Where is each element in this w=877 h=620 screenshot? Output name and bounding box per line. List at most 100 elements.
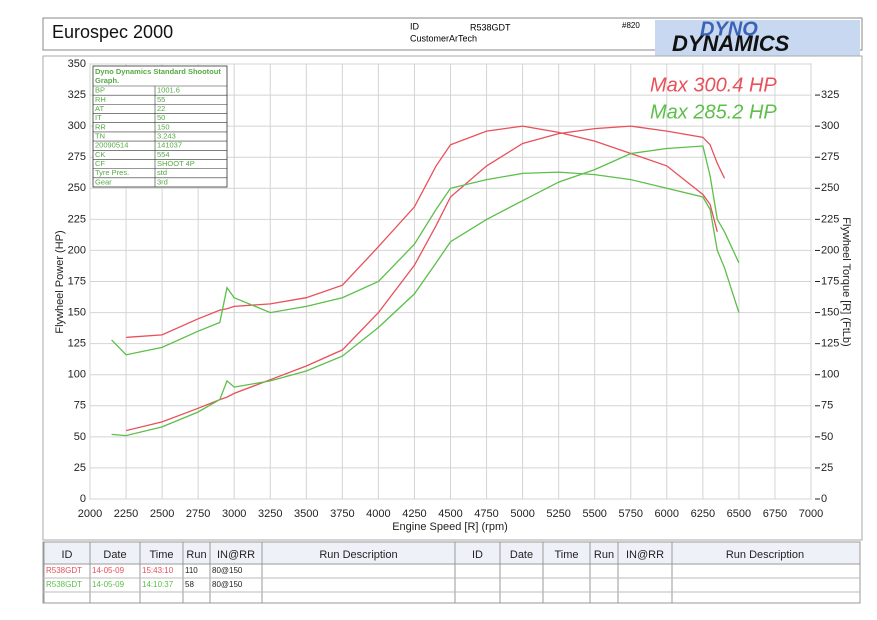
y-tick-label: 150: [68, 306, 86, 318]
x-tick-label: 2500: [150, 508, 174, 520]
logo: DYNO DYNAMICS: [655, 18, 860, 60]
sheet-number: #820: [622, 21, 640, 30]
info-cell: TN: [95, 131, 105, 140]
info-cell: std: [157, 168, 167, 177]
info-cell: 50: [157, 113, 165, 122]
x-tick-label: 7000: [799, 508, 823, 520]
annotation: Max 285.2 HP: [650, 101, 777, 123]
x-tick-label: 3750: [330, 508, 354, 520]
run-cell: 80@150: [212, 566, 243, 575]
run-cell: 80@150: [212, 580, 243, 589]
x-tick-label: 2250: [114, 508, 138, 520]
annotation: Max 300.4 HP: [650, 74, 777, 96]
y2-axis-label: Flywheel Torque [R] (FtLb): [840, 217, 852, 346]
info-cell: 141037: [157, 141, 182, 150]
info-cell: CK: [95, 150, 105, 159]
run-column-header: Run: [594, 549, 614, 561]
y2-tick-label: 275: [821, 151, 839, 163]
x-tick-label: 6750: [763, 508, 787, 520]
y-tick-label: 200: [68, 244, 86, 256]
series-line: [111, 145, 740, 437]
x-tick-label: 3250: [258, 508, 282, 520]
y2-tick-label: 325: [821, 89, 839, 101]
info-cell: CF: [95, 159, 105, 168]
y-tick-label: 50: [74, 431, 86, 443]
x-tick-label: 2000: [78, 508, 102, 520]
run-header-bg: [42, 541, 861, 565]
info-cell: BP: [95, 86, 105, 95]
run-column-header: Date: [510, 549, 533, 561]
x-tick-label: 6250: [691, 508, 715, 520]
run-column-header: IN@RR: [217, 549, 255, 561]
y2-tick-label: 100: [821, 369, 839, 381]
run-column-header: Run Description: [319, 549, 397, 561]
y-tick-label: 0: [80, 493, 86, 505]
run-cell: 15:43:10: [142, 566, 174, 575]
y2-tick-label: 200: [821, 244, 839, 256]
y-tick-label: 100: [68, 369, 86, 381]
info-cell: SHOOT 4P: [157, 159, 195, 168]
y-tick-label: 175: [68, 275, 86, 287]
y2-tick-label: 300: [821, 120, 839, 132]
y-tick-label: 300: [68, 120, 86, 132]
customer: CustomerArTech: [410, 33, 477, 43]
x-tick-label: 3500: [294, 508, 318, 520]
run-column-header: Time: [149, 549, 173, 561]
y2-tick-label: 225: [821, 213, 839, 225]
x-tick-label: 3000: [222, 508, 246, 520]
y2-tick-label: 50: [821, 431, 833, 443]
y-tick-label: 350: [68, 58, 86, 70]
id-value: R538GDT: [470, 22, 511, 32]
sheet-title: Eurospec 2000: [52, 22, 173, 42]
y-tick-label: 25: [74, 462, 86, 474]
y2-tick-label: 150: [821, 306, 839, 318]
info-cell: 1001.6: [157, 86, 180, 95]
y2-tick-label: 25: [821, 462, 833, 474]
info-cell: 22: [157, 104, 165, 113]
series-line: [111, 171, 740, 356]
info-title: Dyno Dynamics Standard Shootout Graph.: [95, 67, 221, 85]
x-tick-label: 4000: [366, 508, 390, 520]
info-cell: 3rd: [157, 177, 168, 186]
logo-bg: [655, 20, 860, 60]
y-tick-label: 75: [74, 400, 86, 412]
info-title-box: Dyno Dynamics Standard Shootout Graph.: [95, 67, 221, 85]
x-axis-label: Engine Speed [R] (rpm): [392, 521, 508, 533]
y-tick-label: 225: [68, 213, 86, 225]
x-tick-label: 5500: [582, 508, 606, 520]
y2-tick-label: 75: [821, 400, 833, 412]
run-cell: R538GDT: [46, 580, 82, 589]
x-tick-label: 5750: [619, 508, 643, 520]
x-tick-label: 5250: [546, 508, 570, 520]
x-tick-label: 5000: [510, 508, 534, 520]
x-tick-label: 4750: [474, 508, 498, 520]
info-table: Dyno Dynamics Standard Shootout Graph.BP…: [92, 65, 228, 188]
info-cell: Gear: [95, 177, 112, 186]
logo-top: DYNO: [700, 18, 758, 40]
info-cell: 3.243: [157, 131, 176, 140]
x-tick-label: 4250: [402, 508, 426, 520]
run-table: ID Date Time Run IN@RR Run Description ID Date T…: [42, 541, 861, 604]
run-column-header: Run Description: [726, 549, 804, 561]
y-tick-label: 250: [68, 182, 86, 194]
run-cell: 14-05-09: [92, 566, 125, 575]
run-column-header: ID: [472, 549, 483, 561]
info-cell: 554: [157, 150, 170, 159]
id-label: ID: [410, 21, 420, 31]
y-tick-label: 125: [68, 338, 86, 350]
info-cell: RR: [95, 122, 106, 131]
series-line: [125, 125, 726, 432]
run-column-header: Time: [554, 549, 578, 561]
run-cell: R538GDT: [46, 566, 82, 575]
run-column-header: Date: [103, 549, 126, 561]
info-cell: 55: [157, 95, 165, 104]
y2-tick-label: 250: [821, 182, 839, 194]
y2-tick-label: 175: [821, 275, 839, 287]
y-tick-label: 275: [68, 151, 86, 163]
x-tick-label: 6000: [655, 508, 679, 520]
x-tick-label: 6500: [727, 508, 751, 520]
x-tick-label: 2750: [186, 508, 210, 520]
y-tick-label: 325: [68, 89, 86, 101]
run-cell: 58: [185, 580, 194, 589]
